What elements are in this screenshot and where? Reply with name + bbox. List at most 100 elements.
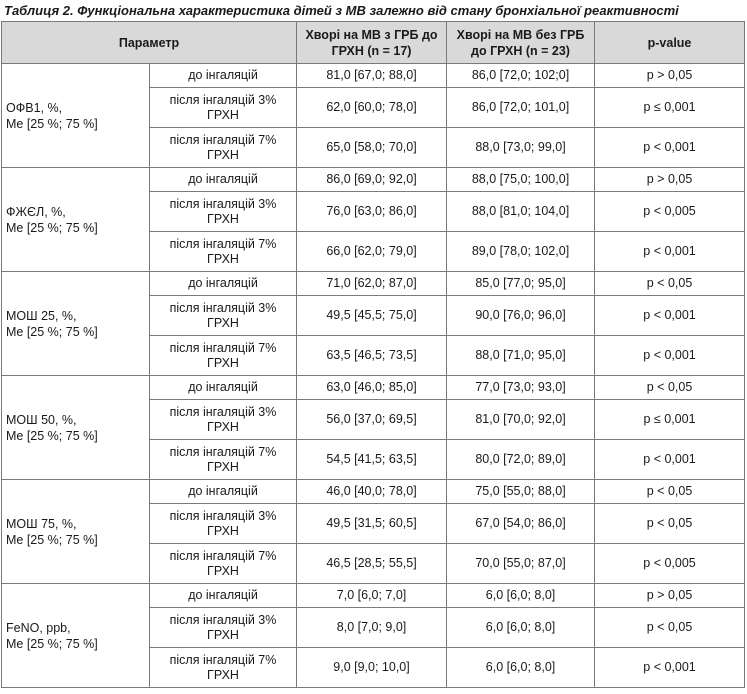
value-without-grb: 77,0 [73,0; 93,0]	[446, 375, 596, 400]
table-row: МОШ 75, %, Me [25 %; 75 %] до інгаляцій 46,…	[1, 479, 746, 584]
condition-cell: після інгаляцій 3% ГРХН	[148, 295, 298, 336]
parameter-name: МОШ 25, %,	[6, 308, 77, 323]
value-without-grb: 88,0 [75,0; 100,0]	[446, 167, 596, 192]
value-with-grb: 7,0 [6,0; 7,0]	[296, 583, 448, 608]
table-row: ФЖЄЛ, %, Me [25 %; 75 %] до інгаляцій 86,0 …	[1, 167, 746, 272]
condition-cell: після інгаляцій 7% ГРХН	[148, 231, 298, 272]
condition-cell: після інгаляцій 3% ГРХН	[148, 191, 298, 232]
table-row: ОФВ1, %, Me [25 %; 75 %] до інгаляцій 81,0 …	[1, 63, 746, 168]
value-without-grb: 80,0 [72,0; 89,0]	[446, 439, 596, 480]
header-group-with-grb: Хворі на МВ з ГРБ до ГРХН (n = 17)	[296, 21, 448, 64]
condition-cell: після інгаляцій 3% ГРХН	[148, 607, 298, 648]
table-row: після інгаляцій 3% ГРХН 76,0 [63,0; 86,0]…	[2, 191, 746, 232]
value-without-grb: 6,0 [6,0; 8,0]	[446, 583, 596, 608]
results-table: Параметр Хворі на МВ з ГРБ до ГРХН (n = …	[0, 21, 746, 688]
value-with-grb: 76,0 [63,0; 86,0]	[296, 191, 448, 232]
table-row: після інгаляцій 7% ГРХН 54,5 [41,5; 63,5]…	[2, 439, 746, 480]
parameter-stat-label: Me [25 %; 75 %]	[6, 116, 98, 131]
condition-cell: до інгаляцій	[148, 583, 298, 608]
parameter-stat-label: Me [25 %; 75 %]	[6, 220, 98, 235]
parameter-stat-label: Me [25 %; 75 %]	[6, 324, 98, 339]
p-value-cell: p < 0,001	[594, 335, 746, 376]
table-row: після інгаляцій 3% ГРХН 8,0 [7,0; 9,0] 6,0…	[2, 607, 746, 648]
value-without-grb: 90,0 [76,0; 96,0]	[446, 295, 596, 336]
value-with-grb: 86,0 [69,0; 92,0]	[296, 167, 448, 192]
value-without-grb: 75,0 [55,0; 88,0]	[446, 479, 596, 504]
value-with-grb: 9,0 [9,0; 10,0]	[296, 647, 448, 688]
value-with-grb: 49,5 [31,5; 60,5]	[296, 503, 448, 544]
parameter-name: МОШ 75, %,	[6, 516, 77, 531]
header-row: Параметр Хворі на МВ з ГРБ до ГРХН (n = …	[0, 21, 746, 64]
condition-cell: після інгаляцій 7% ГРХН	[148, 127, 298, 168]
value-with-grb: 62,0 [60,0; 78,0]	[296, 87, 448, 128]
header-group-without-grb: Хворі на МВ без ГРБ до ГРХН (n = 23)	[446, 21, 596, 64]
condition-cell: після інгаляцій 7% ГРХН	[148, 335, 298, 376]
header-p-value: p-value	[594, 21, 746, 64]
p-value-cell: p < 0,005	[594, 191, 746, 232]
value-without-grb: 86,0 [72,0; 102;0]	[446, 63, 596, 88]
p-value-cell: p < 0,005	[594, 543, 746, 584]
table-body: ОФВ1, %, Me [25 %; 75 %] до інгаляцій 81,0 …	[1, 63, 746, 688]
p-value-cell: p < 0,001	[594, 647, 746, 688]
value-with-grb: 81,0 [67,0; 88,0]	[296, 63, 448, 88]
table-row: МОШ 50, %, Me [25 %; 75 %] до інгаляцій 63,…	[1, 375, 746, 480]
condition-cell: до інгаляцій	[148, 271, 298, 296]
value-without-grb: 67,0 [54,0; 86,0]	[446, 503, 596, 544]
p-value-cell: p < 0,05	[594, 503, 746, 544]
condition-cell: після інгаляцій 3% ГРХН	[148, 399, 298, 440]
condition-cell: до інгаляцій	[148, 375, 298, 400]
value-without-grb: 88,0 [73,0; 99,0]	[446, 127, 596, 168]
parameter-name: FeNO, ppb,	[6, 620, 71, 635]
value-without-grb: 6,0 [6,0; 8,0]	[446, 607, 596, 648]
p-value-cell: p > 0,05	[594, 167, 746, 192]
value-with-grb: 8,0 [7,0; 9,0]	[296, 607, 448, 648]
p-value-cell: p < 0,001	[594, 295, 746, 336]
parameter-stat-label: Me [25 %; 75 %]	[6, 636, 98, 651]
condition-cell: після інгаляцій 3% ГРХН	[148, 87, 298, 128]
value-without-grb: 86,0 [72,0; 101,0]	[446, 87, 596, 128]
table-row: після інгаляцій 3% ГРХН 62,0 [60,0; 78,0]…	[2, 87, 746, 128]
parameter-cell: МОШ 50, %, Me [25 %; 75 %]	[1, 375, 150, 480]
table-row: МОШ 25, %, Me [25 %; 75 %] до інгаляцій 71,…	[1, 271, 746, 376]
condition-cell: після інгаляцій 7% ГРХН	[148, 543, 298, 584]
table-row: після інгаляцій 7% ГРХН 66,0 [62,0; 79,0]…	[2, 231, 746, 272]
value-with-grb: 63,0 [46,0; 85,0]	[296, 375, 448, 400]
p-value-cell: p > 0,05	[594, 583, 746, 608]
p-value-cell: p < 0,001	[594, 231, 746, 272]
condition-cell: після інгаляцій 7% ГРХН	[148, 439, 298, 480]
p-value-cell: p ≤ 0,001	[594, 87, 746, 128]
parameter-cell: FeNO, ppb, Me [25 %; 75 %]	[1, 583, 150, 688]
value-with-grb: 54,5 [41,5; 63,5]	[296, 439, 448, 480]
table-row: після інгаляцій 7% ГРХН 46,5 [28,5; 55,5]…	[2, 543, 746, 584]
p-value-cell: p < 0,001	[594, 439, 746, 480]
p-value-cell: p < 0,001	[594, 127, 746, 168]
table-caption: Таблиця 2. Функціональна характеристика …	[4, 3, 679, 18]
table-row: після інгаляцій 3% ГРХН 56,0 [37,0; 69,5]…	[2, 399, 746, 440]
value-with-grb: 56,0 [37,0; 69,5]	[296, 399, 448, 440]
value-without-grb: 81,0 [70,0; 92,0]	[446, 399, 596, 440]
parameter-name: МОШ 50, %,	[6, 412, 77, 427]
parameter-stat-label: Me [25 %; 75 %]	[6, 428, 98, 443]
p-value-cell: p < 0,05	[594, 607, 746, 648]
condition-cell: до інгаляцій	[148, 479, 298, 504]
header-parameter: Параметр	[0, 21, 298, 64]
value-with-grb: 65,0 [58,0; 70,0]	[296, 127, 448, 168]
value-without-grb: 85,0 [77,0; 95,0]	[446, 271, 596, 296]
parameter-name: ОФВ1, %,	[6, 100, 63, 115]
value-without-grb: 70,0 [55,0; 87,0]	[446, 543, 596, 584]
parameter-cell: МОШ 25, %, Me [25 %; 75 %]	[1, 271, 150, 376]
parameter-stat-label: Me [25 %; 75 %]	[6, 532, 98, 547]
value-with-grb: 46,5 [28,5; 55,5]	[296, 543, 448, 584]
condition-cell: до інгаляцій	[148, 63, 298, 88]
p-value-cell: p > 0,05	[594, 63, 746, 88]
value-with-grb: 63,5 [46,5; 73,5]	[296, 335, 448, 376]
value-with-grb: 49,5 [45,5; 75,0]	[296, 295, 448, 336]
value-with-grb: 66,0 [62,0; 79,0]	[296, 231, 448, 272]
parameter-name: ФЖЄЛ, %,	[6, 204, 66, 219]
value-without-grb: 88,0 [81,0; 104,0]	[446, 191, 596, 232]
parameter-cell: МОШ 75, %, Me [25 %; 75 %]	[1, 479, 150, 584]
p-value-cell: p < 0,05	[594, 271, 746, 296]
table-row: після інгаляцій 7% ГРХН 65,0 [58,0; 70,0]…	[2, 127, 746, 168]
table-row: FeNO, ppb, Me [25 %; 75 %] до інгаляцій 7,0…	[1, 583, 746, 688]
p-value-cell: p < 0,05	[594, 479, 746, 504]
